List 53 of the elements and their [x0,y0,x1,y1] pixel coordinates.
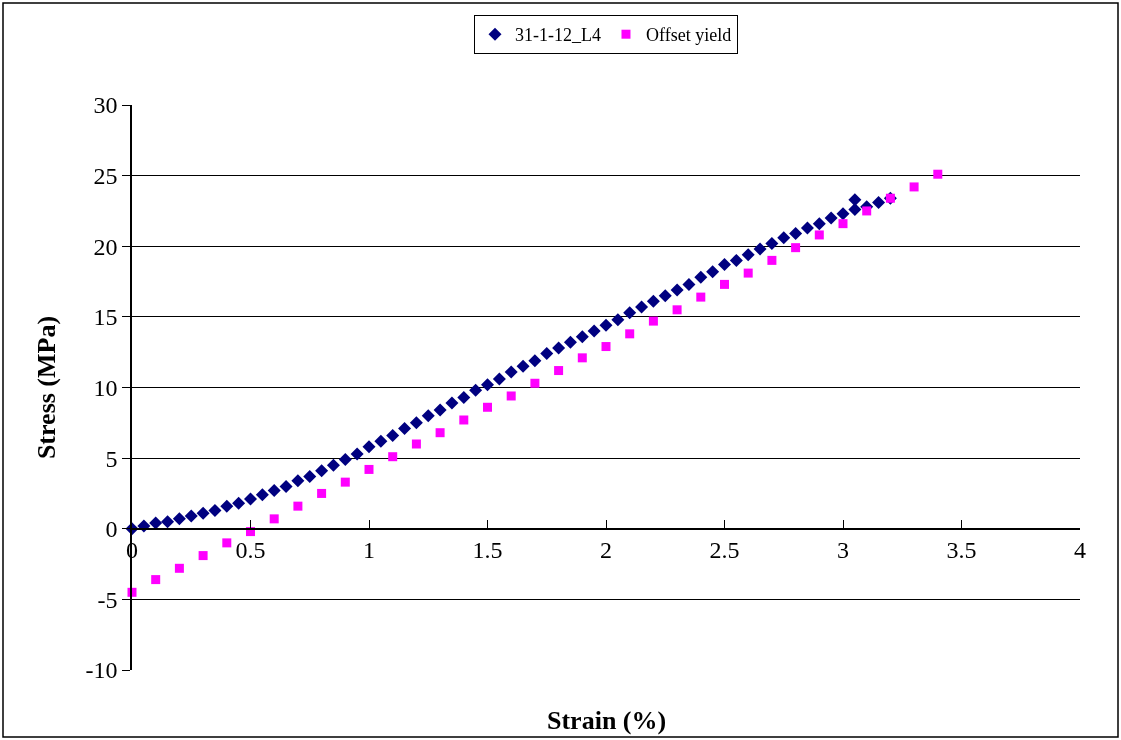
point [862,206,872,216]
point [411,439,421,449]
point [459,415,469,425]
point [151,575,161,585]
point [601,342,611,352]
x-tick-label: 2 [600,537,612,564]
point [198,551,208,561]
point [838,219,848,229]
point [814,230,824,240]
point [672,305,682,315]
point [696,292,706,302]
x-tick-label: 1 [363,537,375,564]
x-tick-label: 3 [837,537,849,564]
legend-label: Offset yield [645,25,732,46]
x-tick-label: 2.5 [709,537,740,564]
y-tick-label: -10 [85,657,118,684]
y-tick-label: 25 [93,163,118,190]
x-tick-label: 0.5 [235,537,266,564]
point [577,353,587,363]
point [909,182,919,192]
point [269,514,279,524]
point [720,279,729,289]
x-tick-label: 4 [1074,537,1086,564]
point [554,366,564,376]
point [222,538,232,548]
point [388,452,398,462]
point [743,268,753,278]
point [648,316,658,326]
y-tick-label: -5 [97,586,118,613]
y-tick-label: 20 [93,233,118,260]
point [767,255,777,265]
point [293,501,303,511]
point [530,378,540,388]
point [364,464,374,474]
point [625,329,635,339]
point [340,477,350,487]
point [174,563,184,573]
point [506,391,516,401]
point [317,488,327,498]
point [483,402,492,412]
y-axis-title: Stress (MPa) [32,315,62,460]
y-tick-label: 15 [93,304,118,331]
y-tick-label: 10 [93,374,118,401]
point [435,428,445,438]
y-tick-label: 30 [93,92,118,119]
point [791,243,801,253]
point [933,169,943,179]
x-axis-title: Strain (%) [547,706,667,735]
legend-label: 31-1-12_L4 [515,25,601,46]
x-tick-label: 3.5 [946,537,977,564]
y-tick-label: 5 [105,445,118,472]
y-tick-label: 0 [105,516,118,543]
x-tick-label: 1.5 [472,537,503,564]
